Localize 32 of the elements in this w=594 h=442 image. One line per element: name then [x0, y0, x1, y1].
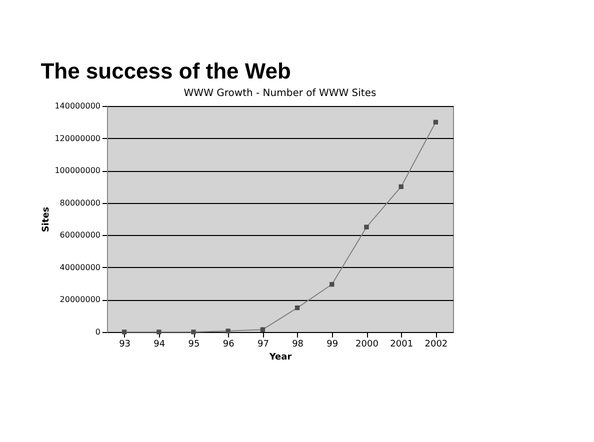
- x-tick-label: 2000: [356, 340, 379, 350]
- y-tick-label: 120000000: [54, 134, 100, 143]
- x-tick-label: 2001: [390, 340, 414, 350]
- point: [156, 330, 162, 334]
- point: [294, 305, 300, 310]
- y-tick-label: 80000000: [60, 198, 100, 208]
- chart-title: The success of the Web: [40, 58, 291, 84]
- point: [364, 224, 369, 230]
- y-tick-label: 100000000: [54, 166, 100, 176]
- point: [433, 120, 438, 124]
- x-tick-label: 93: [119, 340, 131, 350]
- y-axis-title: Sites: [42, 206, 52, 232]
- y-tick-label: 140000000: [54, 102, 100, 110]
- point: [191, 330, 196, 334]
- y-tick-label: 40000000: [60, 262, 100, 272]
- x-tick-label: 2002: [424, 340, 448, 350]
- chart-subtitle: WWW Growth - Number of WWW Sites: [184, 88, 376, 99]
- point: [122, 330, 127, 334]
- point: [398, 184, 404, 190]
- x-tick-label: 94: [154, 340, 166, 350]
- point: [260, 327, 266, 332]
- x-tick-label: 96: [222, 340, 235, 350]
- x-axis-title: Year: [268, 352, 292, 362]
- point: [330, 282, 334, 287]
- x-tick-label: 97: [257, 340, 269, 350]
- x-tick-label: 95: [188, 340, 200, 350]
- y-tick-label: 20000000: [60, 295, 100, 304]
- point: [226, 328, 230, 334]
- x-tick-label: 98: [292, 340, 304, 350]
- y-tick-label: 0: [95, 328, 100, 336]
- y-tick-label: 60000000: [60, 230, 100, 240]
- x-tick-label: 99: [326, 340, 338, 350]
